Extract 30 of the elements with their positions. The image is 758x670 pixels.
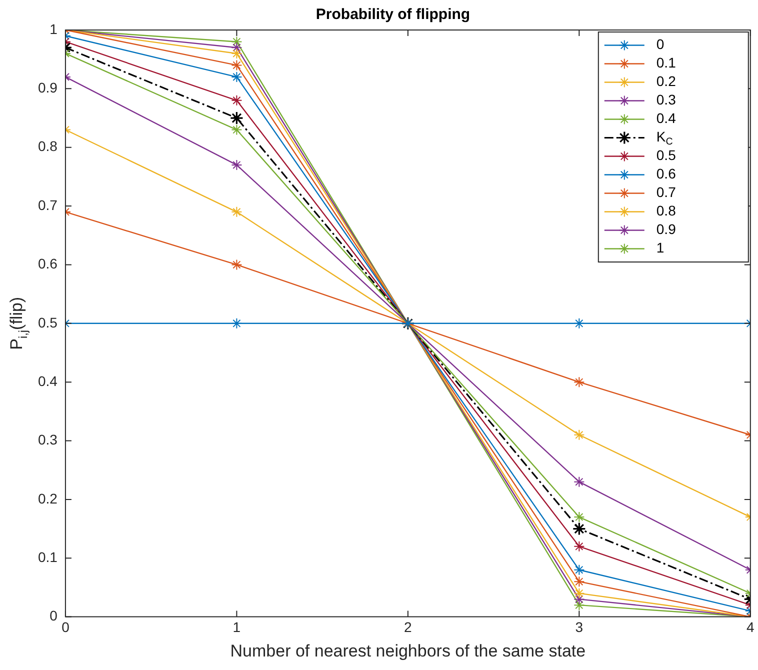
y-tick-label: 0.6 <box>38 256 58 272</box>
legend-label: 0.7 <box>656 184 676 200</box>
legend-label: 0.1 <box>656 54 676 71</box>
x-tick-label: 1 <box>232 619 241 636</box>
y-tick-label: 0.7 <box>38 196 58 213</box>
y-tick-label: 0.9 <box>38 80 58 96</box>
legend-label: 0.6 <box>656 166 676 182</box>
x-tick-label: 2 <box>404 619 412 636</box>
y-tick-label: 0.8 <box>38 138 58 154</box>
legend-label: 0.2 <box>656 73 676 90</box>
legend-label: 0.8 <box>656 202 676 219</box>
legend-label: 0 <box>656 36 664 52</box>
y-tick-label: 0.5 <box>38 314 58 330</box>
legend-label: 0.5 <box>656 147 676 164</box>
y-axis-title: Pi,j(flip) <box>7 296 30 350</box>
x-tick-label: 0 <box>62 619 70 636</box>
legend-label: 0.4 <box>656 110 676 126</box>
x-tick-label: 4 <box>746 619 754 636</box>
y-tick-label: 1 <box>50 20 58 37</box>
y-tick-label: 0.2 <box>38 490 58 506</box>
legend-label: 0.9 <box>656 221 676 238</box>
legend-label: 1 <box>656 240 664 256</box>
y-tick-label: 0 <box>50 608 58 624</box>
y-tick-label: 0.4 <box>38 372 58 389</box>
chart-title: Probability of flipping <box>316 6 470 24</box>
x-tick-label: 3 <box>575 619 584 636</box>
y-tick-label: 0.1 <box>38 548 58 565</box>
legend-label: 0.3 <box>656 92 676 108</box>
x-axis-title: Number of nearest neighbors of the same state <box>230 641 586 660</box>
y-tick-label: 0.3 <box>38 432 58 448</box>
